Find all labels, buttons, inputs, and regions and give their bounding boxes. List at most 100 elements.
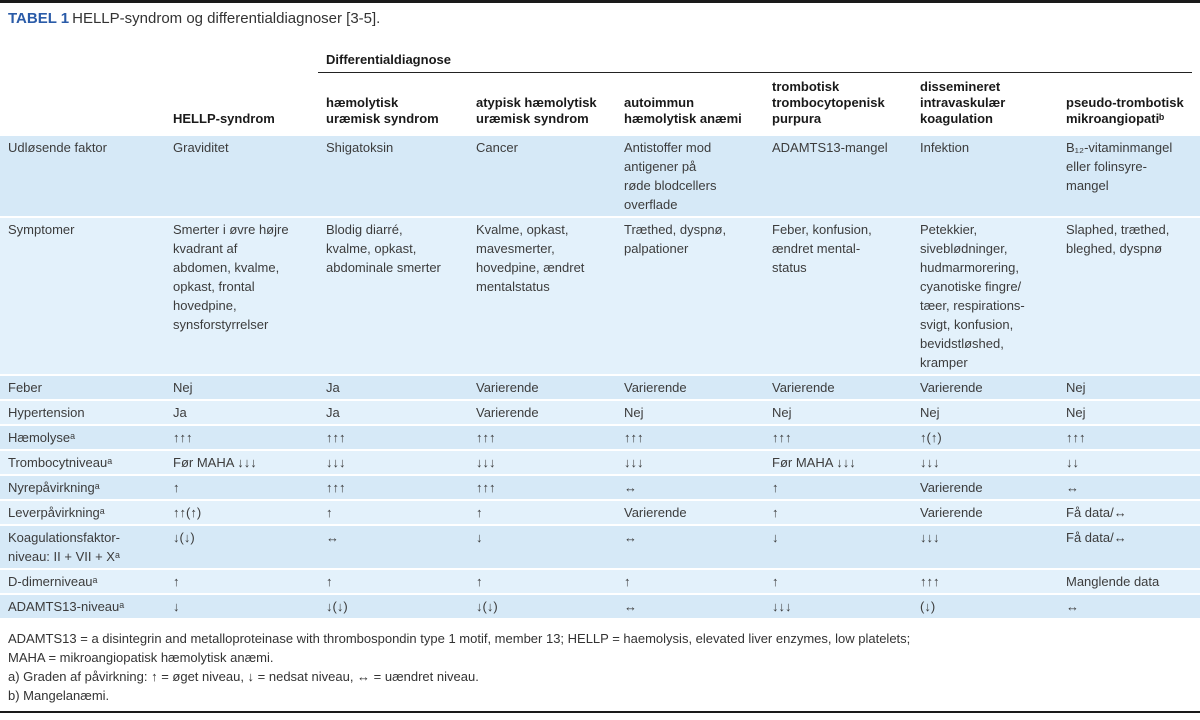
column-header: hæmolytisk uræmisk syndrom xyxy=(326,95,439,126)
row-label: Koagulationsfaktor- niveau: II + VII + X… xyxy=(8,530,121,564)
cell: ↓ xyxy=(173,599,180,614)
column-header: dissemineret intravaskulær koagulation xyxy=(920,79,1006,126)
cell: ↑ xyxy=(772,574,779,589)
table-row: D-dimerniveauᵃ ↑ ↑ ↑ ↑ ↑ ↑↑↑ Manglende data xyxy=(0,570,1200,593)
table-row: ADAMTS13-niveauᵃ ↓ ↓(↓) ↓(↓) ↔ ↓↓↓ (↓) ↔ xyxy=(0,595,1200,618)
cell: ↓↓↓ xyxy=(920,455,940,470)
table-title: TABEL 1 HELLP-syndrom og differentialdiag… xyxy=(8,10,380,27)
row-label: Hæmolyseᵃ xyxy=(8,430,75,445)
row-label: Trombocytniveauᵃ xyxy=(8,455,113,470)
cell: ↑ xyxy=(772,505,779,520)
cell: Varierende xyxy=(476,380,539,395)
cell: Nej xyxy=(920,405,940,420)
cell: ↑(↑) xyxy=(920,430,942,445)
cell: ↑ xyxy=(173,574,180,589)
cell: ↑↑↑ xyxy=(772,430,792,445)
cell: (↓) xyxy=(920,599,936,614)
cell: Cancer xyxy=(476,140,518,155)
column-header: atypisk hæmolytisk uræmisk syndrom xyxy=(476,95,597,126)
column-header: trombotisk trombocytopenisk purpura xyxy=(772,79,885,126)
table-row: Udløsende faktor Graviditet Shigatoksin Can… xyxy=(0,136,1200,216)
row-label: Symptomer xyxy=(8,222,75,237)
cell: Varierende xyxy=(920,480,983,495)
cell: Shigatoksin xyxy=(326,140,394,155)
cell: ↓↓ xyxy=(1066,455,1079,470)
column-header: autoimmun hæmolytisk anæmi xyxy=(624,95,742,126)
cell: Kvalme, opkast, mavesmerter, hovedpine, … xyxy=(476,222,585,294)
cell: ↔ xyxy=(624,530,637,545)
row-label: ADAMTS13-niveauᵃ xyxy=(8,599,125,614)
column-header: HELLP-syndrom xyxy=(173,111,275,126)
cell: ADAMTS13-mangel xyxy=(772,140,888,155)
cell: ↔ xyxy=(326,530,339,545)
footnote: MAHA = mikroangiopatisk hæmolytisk anæmi… xyxy=(8,650,274,665)
footnote: b) Mangelanæmi. xyxy=(8,688,110,703)
table-row: Nyrepåvirkningᵃ ↑ ↑↑↑ ↑↑↑ ↔ ↑ Varierende ↔ xyxy=(0,476,1200,499)
cell: Varierende xyxy=(624,380,687,395)
cell: ↔ xyxy=(624,599,637,614)
row-label: D-dimerniveauᵃ xyxy=(8,574,98,589)
cell: ↓↓↓ xyxy=(624,455,644,470)
cell: ↑↑↑ xyxy=(326,480,346,495)
cell: ↓↓↓ xyxy=(326,455,346,470)
cell: ↔ xyxy=(1066,480,1079,495)
cell: Før MAHA ↓↓↓ xyxy=(772,455,856,470)
table-row: Trombocytniveauᵃ Før MAHA ↓↓↓ ↓↓↓ ↓↓↓ ↓↓↓ Før… xyxy=(0,451,1200,474)
row-label: Leverpåvirkningᵃ xyxy=(8,505,105,520)
cell: Før MAHA ↓↓↓ xyxy=(173,455,257,470)
column-header: pseudo-trombotisk mikroangiopatiᵇ xyxy=(1066,95,1184,126)
table-body: Udløsende faktor Graviditet Shigatoksin Can… xyxy=(0,136,1200,620)
row-label: Hypertension xyxy=(8,405,85,420)
cell: Blodig diarré, kvalme, opkast, abdominal… xyxy=(326,222,441,275)
cell: ↑↑↑ xyxy=(476,480,496,495)
cell: ↑ xyxy=(326,505,333,520)
cell: ↑↑(↑) xyxy=(173,505,202,520)
table-row: Feber Nej Ja Varierende Varierende Varierende… xyxy=(0,376,1200,399)
cell: Varierende xyxy=(476,405,539,420)
cell: Få data/↔ xyxy=(1066,530,1127,545)
cell: B₁₂-vitaminmangel eller folinsyre- mange… xyxy=(1066,140,1173,193)
cell: ↓(↓) xyxy=(173,530,195,545)
cell: ↓(↓) xyxy=(326,599,348,614)
cell: ↓ xyxy=(476,530,483,545)
footnote: a) Graden af påvirkning: ↑ = øget niveau… xyxy=(8,669,479,684)
cell: ↑↑↑ xyxy=(476,430,496,445)
table-row: Symptomer Smerter i øvre højre kvadrant a… xyxy=(0,218,1200,374)
group-header-row: Differentialdiagnose xyxy=(318,52,1192,73)
cell: Nej xyxy=(1066,405,1086,420)
table-number: TABEL 1 xyxy=(8,10,70,27)
row-label: Udløsende faktor xyxy=(8,140,107,155)
cell: Træthed, dyspnø, palpationer xyxy=(624,222,727,256)
row-label: Feber xyxy=(8,380,42,395)
cell: ↑ xyxy=(476,574,483,589)
bottom-rule xyxy=(0,711,1200,713)
cell: ↑ xyxy=(624,574,631,589)
cell: Feber, konfusion, ændret mental- status xyxy=(772,222,872,275)
cell: ↑↑↑ xyxy=(624,430,644,445)
cell: Infektion xyxy=(920,140,970,155)
cell: ↓↓↓ xyxy=(772,599,792,614)
cell: Manglende data xyxy=(1066,574,1160,589)
top-rule xyxy=(0,0,1200,3)
cell: ↓ xyxy=(772,530,779,545)
table-caption: HELLP-syndrom og differentialdiagnoser [… xyxy=(72,10,381,27)
table-row: Koagulationsfaktor- niveau: II + VII + X… xyxy=(0,526,1200,568)
cell: ↑ xyxy=(173,480,180,495)
cell: Nej xyxy=(173,380,193,395)
cell: Ja xyxy=(326,405,340,420)
cell: Slaphed, træthed, bleghed, dyspnø xyxy=(1066,222,1170,256)
cell: Få data/↔ xyxy=(1066,505,1127,520)
cell: Varierende xyxy=(920,380,983,395)
cell: Varierende xyxy=(772,380,835,395)
table-row: Leverpåvirkningᵃ ↑↑(↑) ↑ ↑ Varierende ↑ Varier… xyxy=(0,501,1200,524)
cell: ↑ xyxy=(326,574,333,589)
cell: Antistoffer mod antigener på røde blodce… xyxy=(624,140,717,212)
cell: Ja xyxy=(326,380,340,395)
cell: Nej xyxy=(772,405,792,420)
footnote: ADAMTS13 = a disintegrin and metalloprot… xyxy=(8,631,911,646)
cell: ↓(↓) xyxy=(476,599,498,614)
cell: ↑ xyxy=(476,505,483,520)
cell: ↑↑↑ xyxy=(173,430,193,445)
cell: ↔ xyxy=(624,480,637,495)
